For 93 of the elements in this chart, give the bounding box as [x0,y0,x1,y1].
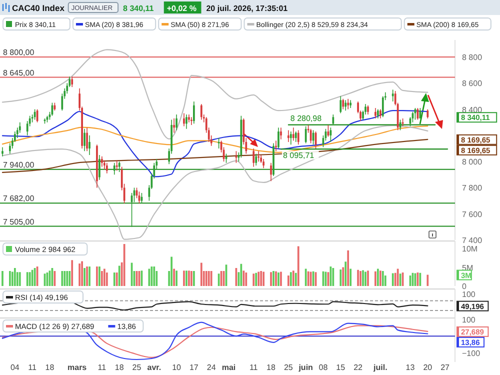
candlestick [193,101,195,124]
x-tick-label: 20 [423,363,433,372]
ref-line-label: 7 505,00 [3,217,35,226]
candlestick [347,98,350,110]
x-tick-label: 08 [318,363,328,372]
candlestick [118,161,120,172]
ref-line-label: 7 940,00 [3,160,35,170]
candlestick [382,96,384,118]
y-tick-label: −100 [462,348,481,358]
x-tick-label: 18 [45,363,55,372]
y-tick-label: 8 400 [462,105,483,114]
ref-line-label: 8 645,00 [3,68,35,78]
candlestick [186,114,188,130]
candlestick [278,127,280,149]
candlestick [116,160,118,172]
candlestick [86,127,88,152]
x-tick-label: 17 [189,363,199,372]
candlestick [392,89,394,102]
candlestick [103,160,106,170]
candlestick [98,154,100,180]
candlestick [252,148,255,168]
y-tick-label: 8 000 [462,158,483,167]
candlestick [71,76,74,88]
candlestick [176,114,178,131]
y-tick-label: 100 [462,315,476,324]
y-tick-label: 8 600 [462,79,483,88]
candlestick [304,126,307,144]
text: +0,02 % [166,4,196,13]
x-tick-label: 04 [10,363,20,372]
candlestick [379,108,382,119]
x-tick-label: 15 [336,363,346,372]
x-tick-label: 13 [406,363,416,372]
candlestick [287,130,290,142]
x-tick-label: 24 [206,363,216,372]
candlestick [332,114,334,126]
ref-line-label: 7 682,00 [3,194,35,204]
candlestick [106,162,108,174]
x-tick-label: 11 [249,363,258,372]
candlestick [255,153,258,166]
candlestick [342,98,344,110]
candlestick [262,158,264,169]
x-tick-label: 11 [98,363,107,372]
x-tick-label: juin [298,363,314,372]
ref-line-label: 8 800,00 [3,48,35,57]
line-series [2,49,428,140]
candlestick [290,131,292,145]
x-tick-label: 18 [114,363,124,372]
text: 8 340,11 [123,4,154,13]
x-tick-label: 25 [132,363,142,372]
chart-title: CAC40 Index [12,3,65,13]
candlestick [190,116,192,126]
candlestick [173,118,175,134]
x-tick-label: 27 [440,363,450,372]
candlestick [367,104,369,115]
candlestick [218,138,220,149]
text: 20 juil. 2026, 17:35:01 [206,4,288,13]
x-tick-label: avr. [147,363,162,372]
candlestick [113,162,116,176]
line-series [2,138,428,173]
x-tick-label: juil. [372,363,388,372]
candlestick [2,146,4,157]
candlestick [292,127,294,142]
candlestick [297,130,300,145]
candlestick [294,131,297,142]
candlestick [280,127,282,140]
candlestick [200,104,202,120]
annotation: 8 280,98 [290,114,322,123]
candlestick [270,162,272,182]
y-tick-label: 7 400 [462,236,483,245]
candlestick [374,108,376,119]
x-tick-label: 11 [28,363,38,372]
y-tick-label: 0 [462,282,467,291]
annotation: 8 095,71 [282,151,315,160]
x-tick-label: mai [222,363,236,372]
x-tick-label: 18 [266,363,276,372]
candlestick [183,112,185,127]
candlestick [88,135,90,156]
line-series [2,110,428,178]
line-series [2,125,428,240]
candlestick [340,96,342,114]
x-tick-label: mars [68,363,88,372]
y-tick-label: 8 800 [462,52,483,62]
x-tick-label: 10 [172,363,182,372]
candlestick [426,108,429,119]
y-tick-label: 10M [462,244,478,254]
x-tick-label: 25 [284,363,294,372]
candlestick [101,156,103,168]
candlestick [84,128,86,152]
y-tick-label: 7 600 [462,210,483,219]
x-tick-label: 22 [354,363,364,372]
candlestick [376,108,379,119]
candlestick [344,100,347,111]
y-tick-label: 7 800 [462,184,483,193]
